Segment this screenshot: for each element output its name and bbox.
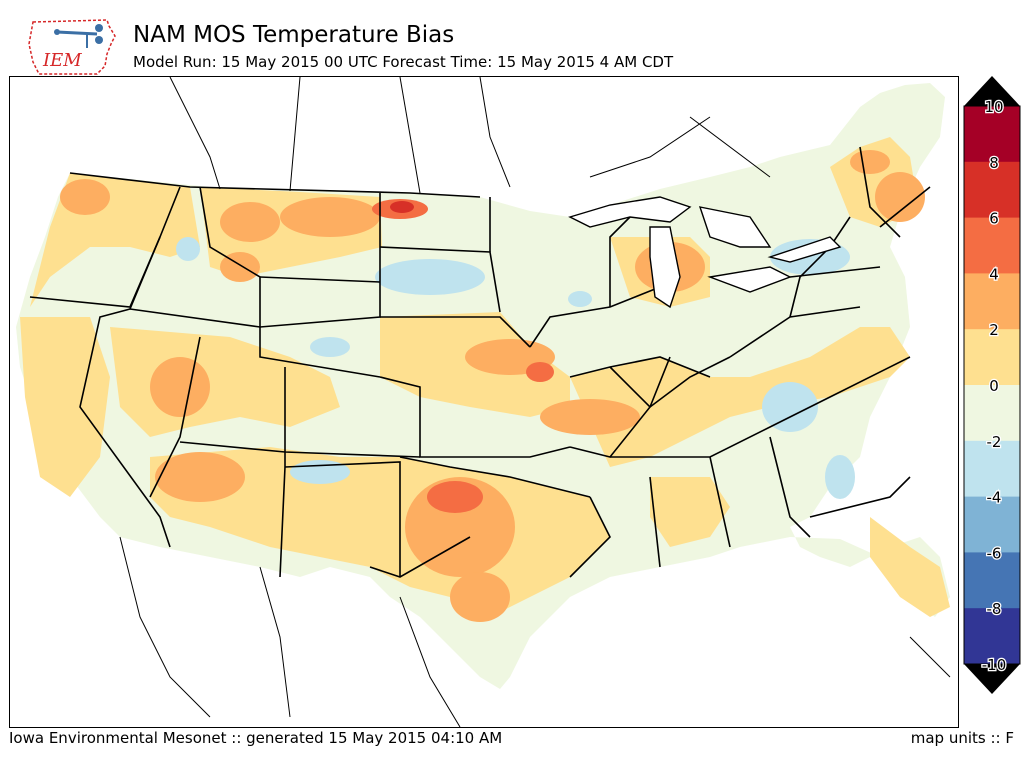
colorbar-bin — [964, 440, 1020, 498]
bias-4-6-regions — [372, 199, 554, 513]
state-boundaries — [29, 146, 931, 578]
bias-2-4-regions — [60, 150, 925, 622]
logo-text: IEM — [42, 50, 82, 71]
map-subtitle: Model Run: 15 May 2015 00 UTC Forecast T… — [133, 53, 674, 71]
colorbar-over-arrow — [964, 76, 1020, 106]
great-lakes — [568, 196, 842, 309]
colorbar-tick-label: -2 — [987, 433, 1002, 451]
colorbar-outline — [963, 105, 1021, 665]
colorbar-bin — [964, 496, 1020, 553]
colorbar-tick-label: -4 — [987, 489, 1002, 507]
country-boundaries — [119, 77, 951, 727]
colorbar-bin — [964, 329, 1020, 386]
map-panel — [9, 76, 959, 728]
iowa-map-logo-icon: IEM — [28, 19, 116, 75]
colorbar-bin — [964, 161, 1020, 219]
colorbar-bin — [964, 385, 1020, 442]
colorbar-bin — [964, 217, 1020, 274]
colorbar-tick-label: 8 — [989, 154, 999, 172]
iem-logo: IEM — [27, 14, 117, 76]
bias-neg2-neg4-regions — [176, 237, 855, 499]
colorbar-bin — [964, 273, 1020, 330]
colorbar-tick-label: 6 — [989, 210, 999, 228]
map-title: NAM MOS Temperature Bias — [133, 22, 455, 48]
colorbar-tick-label: 10 — [984, 98, 1003, 116]
footer-credit: Iowa Environmental Mesonet :: generated … — [9, 729, 503, 747]
bias-map — [16, 77, 951, 727]
colorbar-tick-label: -6 — [987, 544, 1002, 562]
colorbar-tick-label: -10 — [982, 656, 1007, 674]
colorbar-tick-label: -8 — [987, 600, 1002, 618]
colorbar-bin — [964, 106, 1020, 163]
colorbar-tick-label: 2 — [989, 321, 999, 339]
footer-units: map units :: F — [910, 729, 1014, 747]
colorbar-tick-label: 4 — [989, 265, 999, 283]
colorbar-bin — [964, 608, 1020, 665]
colorbar-under-arrow — [964, 664, 1020, 694]
colorbar-graphic: 10 8 6 4 2 0 -2 -4 -6 -8 -10 — [963, 76, 1021, 694]
colorbar-bin — [964, 552, 1020, 609]
colorbar-tick-label: 0 — [989, 377, 999, 395]
bias-6-8-regions — [390, 201, 414, 213]
colorbar: 10 8 6 4 2 0 -2 -4 -6 -8 -10 — [960, 76, 1024, 696]
